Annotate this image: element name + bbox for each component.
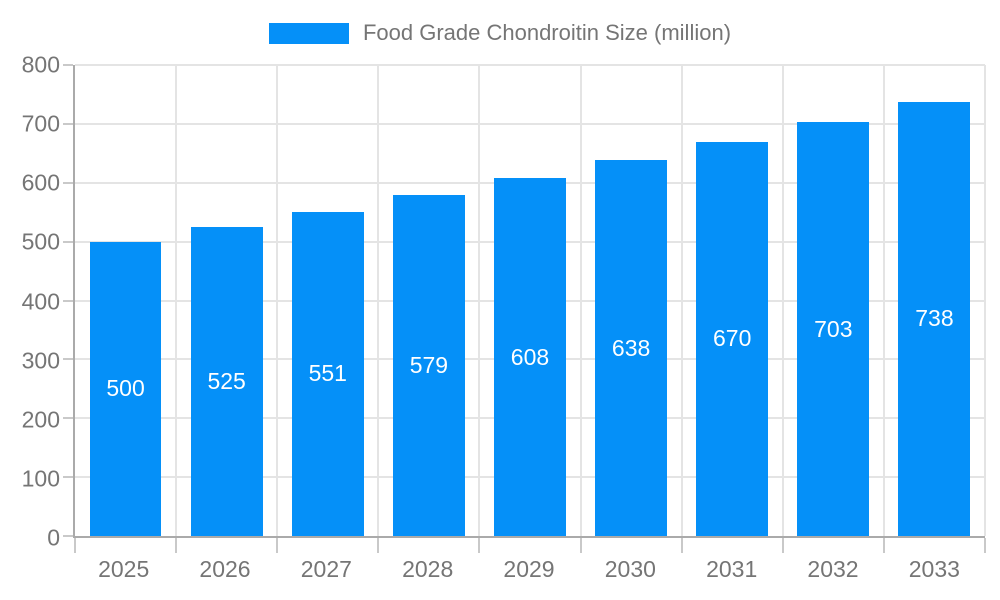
y-axis-tick <box>63 358 73 361</box>
bar-value-label: 525 <box>207 367 246 394</box>
y-axis-tick <box>63 535 73 537</box>
legend-label: Food Grade Chondroitin Size (million) <box>362 20 732 45</box>
bar-2027[interactable]: 551 <box>291 211 364 536</box>
bar-2031[interactable]: 670 <box>696 141 769 536</box>
x-axis-category-label: 2027 <box>300 556 352 582</box>
bar-value-label: 608 <box>510 343 550 370</box>
x-axis-tick <box>74 538 76 553</box>
y-axis-tick-label: 400 <box>21 288 60 314</box>
x-gridline <box>478 65 481 536</box>
legend-swatch <box>268 22 349 44</box>
y-axis-tick <box>63 181 73 184</box>
y-axis-tick <box>63 417 73 420</box>
x-axis-category-label: 2028 <box>402 556 454 582</box>
x-gridline <box>984 65 986 536</box>
bar-2028[interactable]: 579 <box>392 195 465 536</box>
y-axis-tick-label: 700 <box>21 110 60 137</box>
y-axis-tick-label: 200 <box>21 406 60 433</box>
bar-2025[interactable]: 500 <box>89 241 162 536</box>
x-axis-tick <box>680 538 683 553</box>
bar-value-label: 703 <box>814 315 853 342</box>
legend[interactable]: Food Grade Chondroitin Size (million) <box>0 20 1000 46</box>
x-axis-tick <box>984 538 986 553</box>
x-gridline <box>175 65 178 536</box>
x-axis-category-label: 2025 <box>98 556 150 582</box>
x-axis-tick <box>478 538 481 553</box>
x-gridline <box>579 65 582 536</box>
x-axis-category-label: 2032 <box>807 556 859 582</box>
bar-2029[interactable]: 608 <box>494 178 566 536</box>
x-axis-category-label: 2031 <box>706 556 758 582</box>
x-gridline <box>276 65 279 536</box>
x-axis-category-label: 2030 <box>604 556 656 582</box>
y-axis-tick-label: 100 <box>21 465 60 492</box>
y-axis-tick-label: 800 <box>21 51 60 78</box>
y-axis-tick <box>63 299 73 302</box>
x-axis-category-label: 2026 <box>199 556 251 582</box>
x-axis-category-label: 2029 <box>503 556 555 582</box>
y-gridline <box>75 64 985 66</box>
x-axis-category-label: 2033 <box>908 556 960 582</box>
x-axis-labels: 2025 2026 2027 2028 2029 2030 2031 2032 2033 <box>73 558 985 590</box>
bar-value-label: 551 <box>308 360 347 387</box>
bar-value-label: 579 <box>409 352 449 379</box>
bar-2032[interactable]: 703 <box>797 122 870 536</box>
y-axis-tick-label: 500 <box>21 228 60 255</box>
bar-value-label: 638 <box>611 334 651 361</box>
y-axis-tick-label: 0 <box>47 524 60 551</box>
y-axis-tick <box>63 476 73 479</box>
y-axis-tick <box>63 122 73 125</box>
x-axis-tick <box>579 538 582 553</box>
y-axis-tick-label: 600 <box>21 169 60 196</box>
bar-value-label: 738 <box>915 305 954 332</box>
x-gridline <box>377 65 380 536</box>
x-gridline <box>882 65 885 536</box>
y-axis-tick <box>63 64 73 66</box>
x-axis-tick <box>377 538 380 553</box>
x-axis-tick <box>781 538 784 553</box>
bar-value-label: 670 <box>713 325 752 352</box>
y-axis-tick-label: 300 <box>21 347 60 374</box>
bar-2026[interactable]: 525 <box>190 226 263 536</box>
plot-area: 500 525 551 579 608 638 670 703 738 <box>63 64 986 553</box>
x-axis-tick <box>175 538 178 553</box>
x-axis-tick <box>276 538 279 553</box>
bar-2033[interactable]: 738 <box>898 101 971 536</box>
x-gridline <box>680 65 683 536</box>
y-axis-tick <box>63 240 73 243</box>
y-gridline <box>75 122 985 125</box>
bar-2030[interactable]: 638 <box>595 160 668 536</box>
x-gridline <box>781 65 784 536</box>
x-axis-tick <box>882 538 885 553</box>
bar-value-label: 500 <box>106 375 145 402</box>
y-axis-labels: 0 100 200 300 400 500 600 700 800 <box>0 53 60 549</box>
